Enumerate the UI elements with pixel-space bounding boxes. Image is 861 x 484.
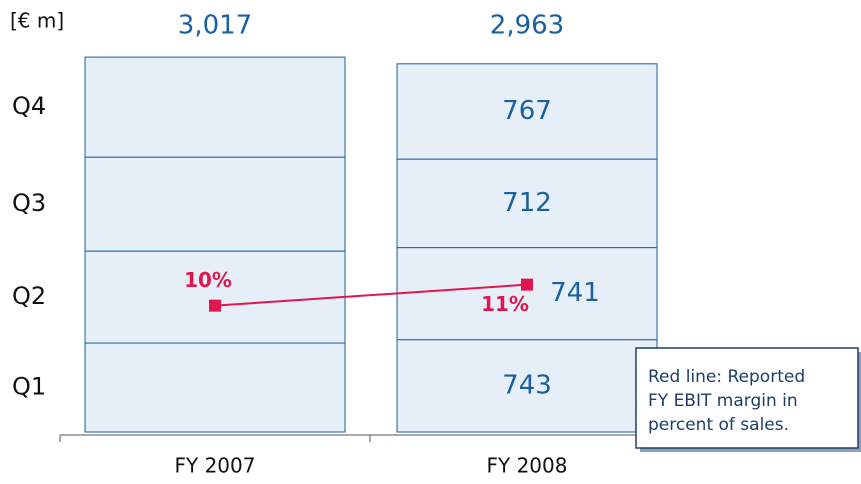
annotation-text: FY EBIT margin in xyxy=(648,391,798,411)
bar-segment xyxy=(396,158,658,249)
segment-label: 741 xyxy=(550,278,600,308)
bar-segment xyxy=(84,156,346,252)
annotation-text: Red line: Reported xyxy=(648,367,805,387)
series-label: Q1 xyxy=(12,373,46,401)
bar-segment xyxy=(396,63,658,160)
series-label: Q2 xyxy=(12,282,46,310)
bar-segment xyxy=(84,250,346,344)
total-label: 3,017 xyxy=(178,11,252,41)
annotation-text: percent of sales. xyxy=(648,415,789,435)
segment-label: 767 xyxy=(502,96,552,126)
bar-segment xyxy=(396,339,658,433)
margin-label: 10% xyxy=(184,268,232,292)
segment-label: 712 xyxy=(502,188,552,218)
x-tick-label: FY 2007 xyxy=(175,454,256,478)
unit-label: [€ m] xyxy=(10,9,64,33)
annotation-box xyxy=(635,347,859,449)
series-label: Q4 xyxy=(12,92,46,120)
margin-line xyxy=(214,283,528,307)
margin-point xyxy=(521,278,533,291)
series-label: Q3 xyxy=(12,189,46,217)
margin-point xyxy=(209,299,221,312)
segment-label: 743 xyxy=(502,370,552,400)
x-tick-label: FY 2008 xyxy=(487,454,568,478)
bar-segment xyxy=(84,56,346,158)
margin-label: 11% xyxy=(481,292,529,316)
total-label: 2,963 xyxy=(490,11,564,41)
bar-segment xyxy=(84,342,346,433)
